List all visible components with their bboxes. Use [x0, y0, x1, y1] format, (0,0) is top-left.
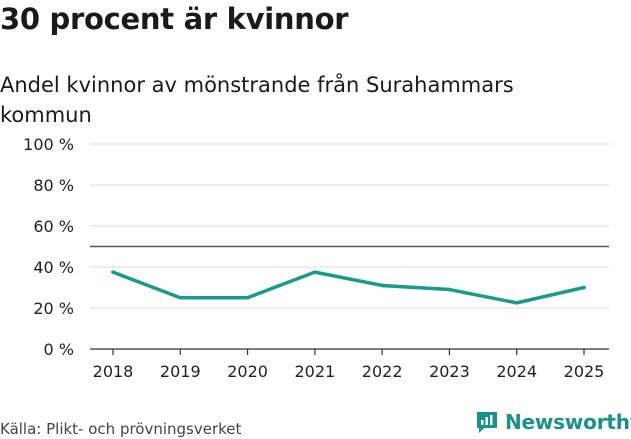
data-point: [313, 270, 317, 274]
source-note: Källa: Plikt- och prövningsverket: [0, 420, 242, 438]
brand-logo: Newsworthy: [475, 408, 631, 436]
y-tick-label: 20 %: [33, 299, 74, 318]
chart-title: 30 procent är kvinnor: [0, 2, 349, 36]
brand-name: Newsworthy: [505, 410, 631, 434]
data-point: [514, 301, 519, 305]
series-group: [111, 270, 586, 305]
x-tick-label: 2018: [93, 362, 134, 381]
y-tick-label: 40 %: [33, 258, 74, 277]
y-tick-label: 0 %: [44, 340, 74, 359]
x-tick-label: 2022: [362, 362, 403, 381]
y-tick-label: 100 %: [23, 135, 74, 154]
newsworthy-logo-icon: [477, 412, 497, 433]
data-point: [245, 295, 250, 300]
x-tick-label: 2021: [294, 362, 335, 381]
data-point: [178, 295, 183, 300]
x-tick-label: 2020: [227, 362, 268, 381]
x-tick-label: 2023: [429, 362, 470, 381]
data-point: [582, 285, 586, 290]
x-axis: 2018 2019 2020 2021 2022 2023 2024 2025: [90, 348, 609, 381]
line-chart: 0 % 20 % 40 % 60 % 80 % 100 % 2018 2019 2020 202…: [23, 135, 609, 381]
chart-subtitle: Andel kvinnor av mönstrande från Suraham…: [0, 73, 514, 127]
x-tick-label: 2019: [160, 362, 201, 381]
series-line: [111, 270, 586, 305]
y-tick-label: 60 %: [33, 217, 74, 236]
x-tick-label: 2024: [496, 362, 537, 381]
y-tick-label: 80 %: [33, 176, 74, 195]
grid-lines: [90, 143, 609, 309]
x-tick-label: 2025: [564, 362, 605, 381]
data-point: [447, 287, 452, 292]
y-axis-ticks: 0 % 20 % 40 % 60 % 80 % 100 %: [23, 135, 74, 359]
data-point: [111, 270, 115, 274]
data-point: [380, 283, 384, 288]
